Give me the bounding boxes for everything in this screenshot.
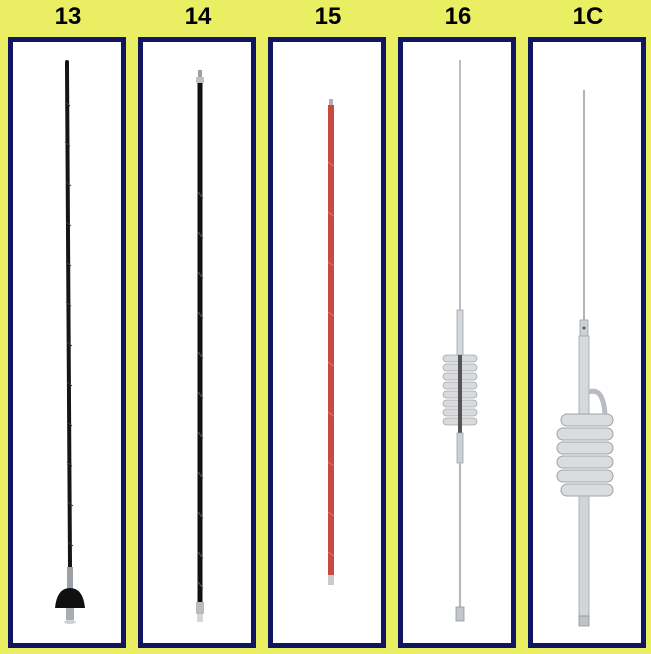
red-fiberglass-antenna-image	[327, 99, 335, 585]
antenna-panel-14[interactable]	[138, 37, 256, 648]
large-coil-antenna-image	[556, 90, 614, 627]
antenna-panel-15[interactable]	[268, 37, 386, 648]
antenna-panel-13[interactable]	[8, 37, 126, 648]
antenna-panel-16[interactable]	[398, 37, 516, 648]
antenna-label-13: 13	[54, 3, 82, 30]
antenna-panel-1c[interactable]	[528, 37, 646, 648]
small-coil-antenna-image	[442, 60, 478, 622]
antenna-label-15: 15	[314, 3, 342, 30]
black-fiberglass-antenna-image	[196, 70, 204, 622]
antenna-label-16: 16	[444, 3, 472, 30]
black-whip-antenna-image	[55, 60, 85, 624]
antenna-label-14: 14	[184, 3, 212, 30]
antenna-label-1c: 1C	[572, 3, 604, 30]
